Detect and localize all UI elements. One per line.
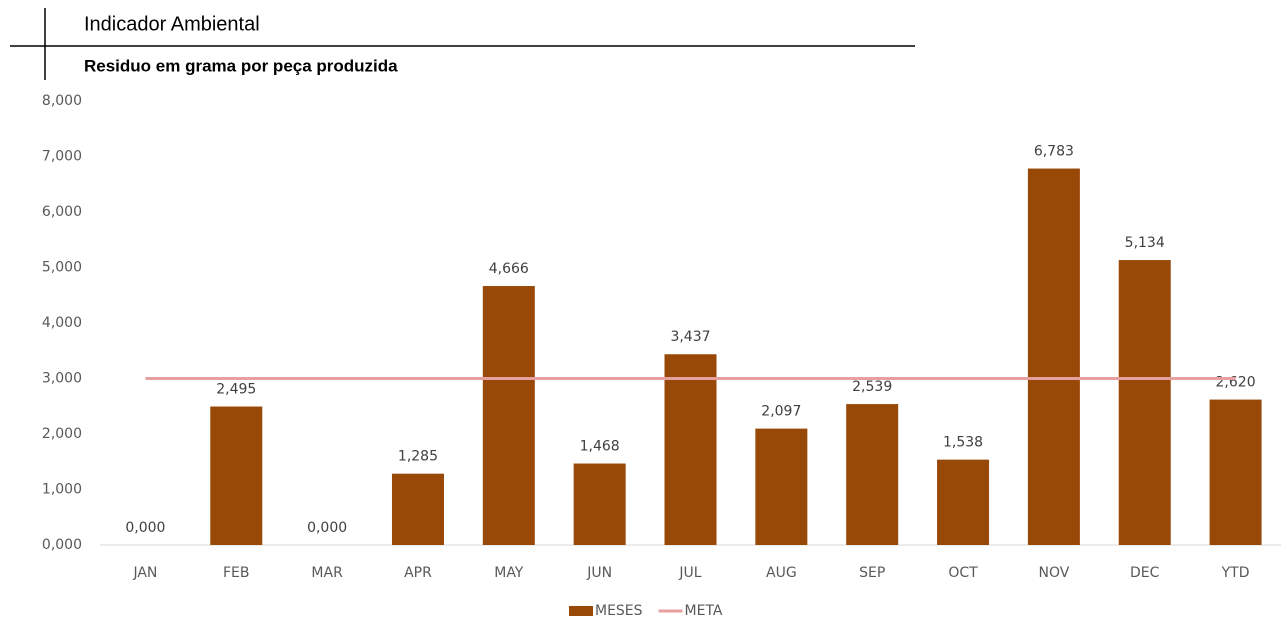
x-tick-label: JAN — [132, 565, 157, 581]
y-tick-label: 4,000 — [42, 315, 82, 331]
data-label: 2,495 — [216, 382, 256, 398]
y-tick-label: 6,000 — [42, 204, 82, 220]
data-label: 6,783 — [1034, 144, 1074, 160]
bar — [210, 406, 263, 545]
bar — [1027, 168, 1080, 545]
bar — [1209, 399, 1262, 545]
y-tick-label: 3,000 — [42, 371, 82, 387]
x-tick-label: APR — [404, 565, 432, 581]
x-tick-label: MAY — [494, 565, 524, 581]
bar — [664, 354, 717, 545]
bar — [846, 404, 899, 545]
y-tick-label: 2,000 — [42, 426, 82, 442]
data-label: 2,539 — [852, 379, 892, 395]
y-tick-label: 5,000 — [42, 260, 82, 276]
data-label: 1,538 — [943, 435, 983, 451]
y-tick-label: 0,000 — [42, 537, 82, 553]
bar — [937, 459, 990, 545]
data-label: 0,000 — [307, 520, 347, 536]
legend-label: MESES — [595, 603, 643, 619]
x-tick-label: FEB — [223, 565, 250, 581]
bar — [1118, 260, 1171, 545]
bar — [391, 473, 444, 545]
data-label: 2,097 — [761, 404, 801, 420]
x-tick-label: JUL — [678, 565, 701, 581]
x-tick-label: DEC — [1130, 565, 1160, 581]
x-tick-label: JUN — [586, 565, 612, 581]
data-label: 1,285 — [398, 449, 438, 465]
data-label: 2,620 — [1216, 375, 1256, 391]
bar — [482, 286, 535, 545]
y-tick-label: 1,000 — [42, 482, 82, 498]
data-label: 0,000 — [125, 520, 165, 536]
data-label: 5,134 — [1125, 235, 1165, 251]
data-label: 4,666 — [489, 261, 529, 277]
legend-swatch — [569, 606, 593, 616]
x-tick-label: SEP — [859, 565, 885, 581]
legend-label: META — [685, 603, 723, 619]
bar — [755, 428, 808, 545]
x-tick-label: NOV — [1038, 565, 1069, 581]
bar — [573, 463, 626, 545]
x-tick-label: MAR — [311, 565, 343, 581]
data-label: 1,468 — [580, 439, 620, 455]
x-tick-label: OCT — [948, 565, 978, 581]
chart-title: Indicador Ambiental — [84, 13, 260, 35]
data-label: 3,437 — [670, 329, 710, 345]
chart-subtitle: Residuo em grama por peça produzida — [84, 56, 398, 75]
y-tick-label: 7,000 — [42, 149, 82, 165]
x-tick-label: AUG — [766, 565, 797, 581]
y-tick-label: 8,000 — [42, 93, 82, 109]
x-tick-label: YTD — [1221, 565, 1250, 581]
